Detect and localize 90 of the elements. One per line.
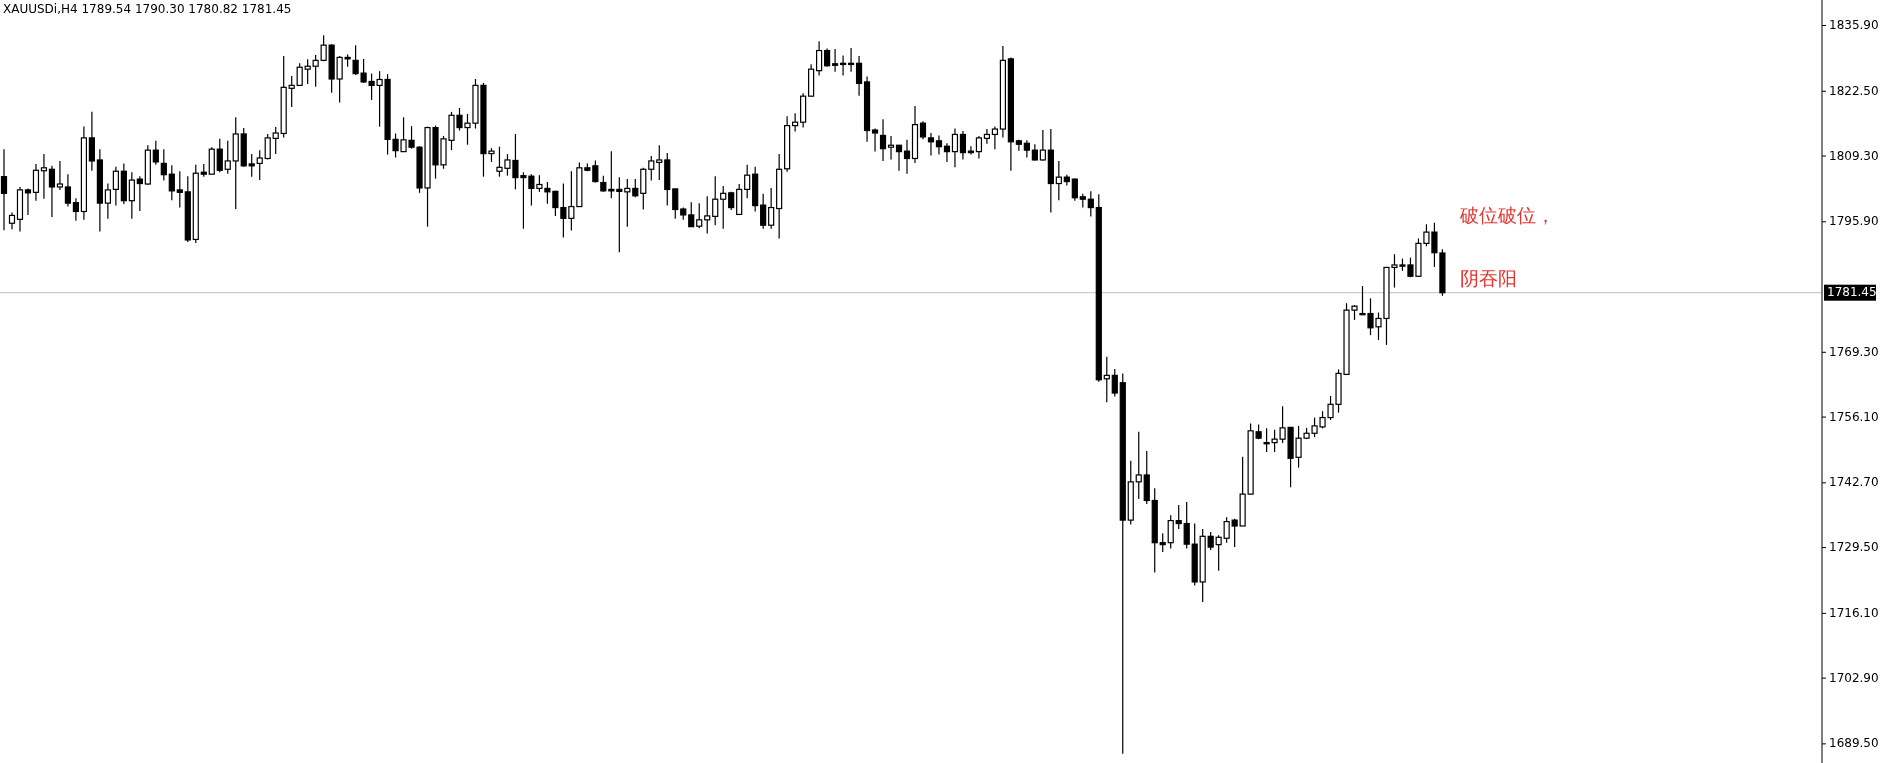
candlestick xyxy=(1175,504,1182,530)
y-tick-label: 1729.50 xyxy=(1829,540,1879,555)
candlestick xyxy=(296,62,303,87)
y-tick-label: 1716.10 xyxy=(1829,605,1879,620)
candlestick xyxy=(704,195,711,235)
candlestick xyxy=(248,153,255,178)
candlestick xyxy=(1167,514,1174,550)
candlestick xyxy=(855,55,863,97)
candlestick xyxy=(1055,160,1062,201)
candlestick xyxy=(40,153,48,200)
candlestick xyxy=(927,132,935,157)
candlestick xyxy=(823,47,831,68)
candlestick xyxy=(656,144,663,181)
candlestick xyxy=(983,128,991,145)
candlestick xyxy=(1023,139,1030,159)
candlestick xyxy=(128,171,135,220)
candlestick xyxy=(903,139,911,175)
candlestick xyxy=(696,202,703,229)
annotation: 阴吞阳 xyxy=(1460,267,1517,289)
y-tick-label: 1822.50 xyxy=(1829,83,1879,98)
candlestick xyxy=(1215,534,1222,572)
candlestick xyxy=(136,175,143,212)
candlestick xyxy=(0,148,8,231)
candlestick xyxy=(256,149,263,181)
candlestick xyxy=(672,187,679,220)
candlestick xyxy=(288,75,295,108)
candlestick xyxy=(152,140,159,166)
y-tick-label: 1702.90 xyxy=(1829,670,1879,685)
chart-title: XAUUSDi,H4 1789.54 1790.30 1780.82 1781.45 xyxy=(3,2,292,16)
y-tick-label: 1769.30 xyxy=(1829,344,1879,359)
candlestick xyxy=(1207,531,1214,551)
y-tick-label: 1756.10 xyxy=(1829,409,1879,424)
candlestick xyxy=(887,135,895,161)
candlestick xyxy=(88,111,95,172)
candlestick xyxy=(1159,532,1166,553)
candlestick xyxy=(1071,178,1078,202)
candlestick xyxy=(1039,129,1046,162)
candlestick xyxy=(304,58,311,85)
candlestick xyxy=(72,197,80,222)
candlestick xyxy=(616,176,623,253)
candlestick xyxy=(224,140,231,175)
candlestick xyxy=(768,187,775,230)
candlestick xyxy=(632,178,639,198)
candlestick xyxy=(839,54,847,77)
candlestick xyxy=(48,165,56,218)
candlestick xyxy=(816,40,823,77)
candlestick xyxy=(64,173,72,208)
candlestick xyxy=(168,164,175,201)
candlestick xyxy=(1015,139,1022,152)
candlestick xyxy=(744,164,751,199)
candlestick xyxy=(831,48,839,73)
candlestick xyxy=(624,178,631,228)
candlestick xyxy=(688,201,695,228)
y-tick-label: 1742.70 xyxy=(1829,475,1879,490)
candlestick xyxy=(104,182,111,220)
candlestick xyxy=(648,155,655,182)
candlestick xyxy=(720,185,727,230)
candlestick xyxy=(919,120,927,140)
candlestick xyxy=(24,187,32,216)
candlestick xyxy=(967,145,975,156)
y-tick-label: 1835.90 xyxy=(1829,18,1879,33)
candlestick xyxy=(272,126,279,155)
annotation: 破位破位， xyxy=(1459,204,1555,226)
y-tick-label: 1809.30 xyxy=(1829,148,1879,163)
candlestick xyxy=(216,138,223,173)
candlestick xyxy=(1111,368,1118,398)
candlestick xyxy=(959,130,967,161)
candlestick xyxy=(1087,190,1094,217)
candlestick xyxy=(1183,501,1190,550)
candlestick xyxy=(160,148,167,182)
candlestick xyxy=(895,144,903,172)
candlestick xyxy=(608,150,615,199)
candlestick xyxy=(1135,431,1142,500)
candlestick xyxy=(56,160,64,191)
candlestick xyxy=(879,118,887,162)
ref-line-label: 1781.45 xyxy=(1827,285,1877,300)
candlestick xyxy=(951,127,959,168)
candlestick xyxy=(991,125,999,150)
candlestick xyxy=(943,142,951,163)
y-tick-label: 1689.50 xyxy=(1829,736,1879,751)
y-tick-label: 1795.90 xyxy=(1829,214,1879,229)
candlestick xyxy=(32,163,40,202)
candlestick xyxy=(935,134,943,156)
candlestick xyxy=(712,175,719,226)
candlestick xyxy=(975,135,983,160)
candlestick xyxy=(176,170,183,209)
candlestick xyxy=(760,193,767,230)
candlestick xyxy=(112,166,119,207)
candlestick xyxy=(847,47,855,73)
candlestick xyxy=(264,133,271,161)
